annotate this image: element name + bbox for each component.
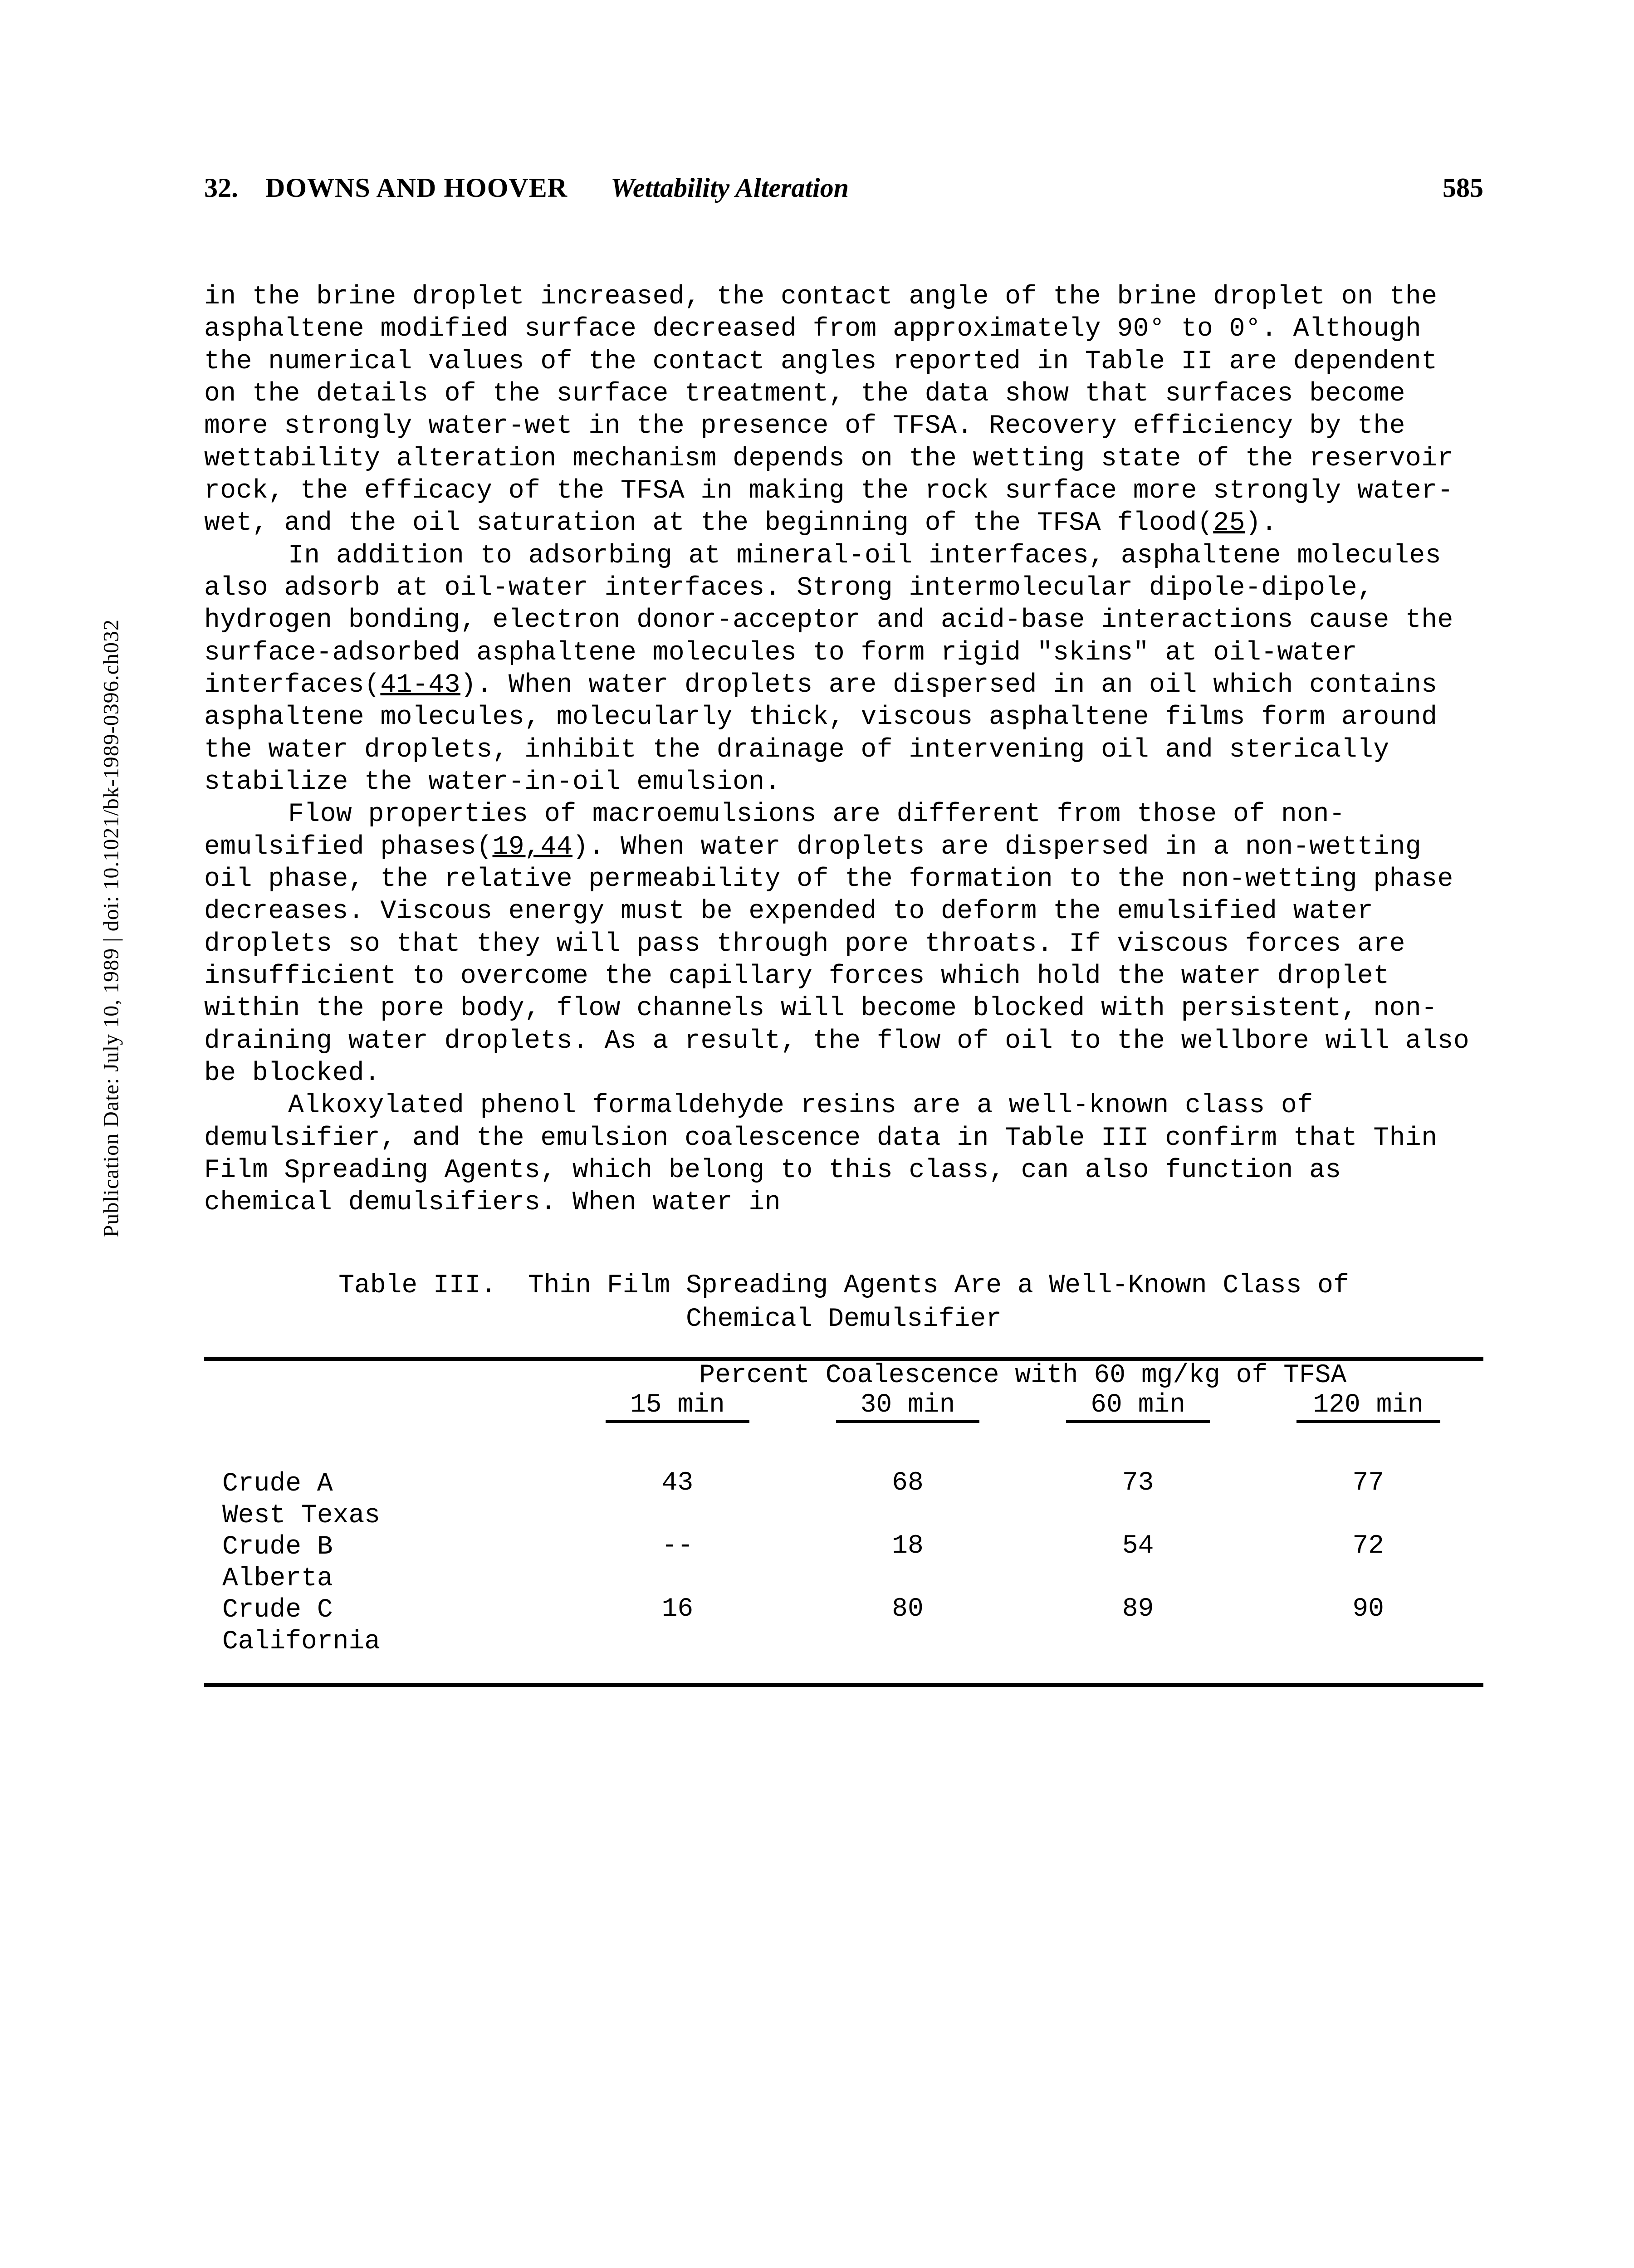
cell: 89 — [1023, 1594, 1253, 1682]
paragraph-2: In addition to adsorbing at mineral-oil … — [204, 540, 1483, 799]
p1-text: in the brine droplet increased, the cont… — [204, 282, 1453, 538]
table-time-header-row: 15 min 30 min 60 min 120 min — [204, 1390, 1483, 1423]
table-super-header-row: Percent Coalescence with 60 mg/kg of TFS… — [204, 1361, 1483, 1390]
cell: -- — [563, 1531, 793, 1594]
paragraph-1: in the brine droplet increased, the cont… — [204, 281, 1483, 540]
chapter-number: 32. — [204, 173, 238, 203]
cell: 68 — [793, 1468, 1023, 1531]
header-left: 32. DOWNS AND HOOVER Wettability Alterat… — [204, 172, 849, 204]
table-row: Crude BAlberta -- 18 54 72 — [204, 1531, 1483, 1594]
p3b-text: ). When water droplets are dispersed in … — [204, 832, 1469, 1088]
paragraph-3: Flow properties of macroemulsions are di… — [204, 798, 1483, 1090]
body-text: in the brine droplet increased, the cont… — [204, 281, 1483, 1219]
col-60min: 60 min — [1023, 1390, 1253, 1423]
cell: 73 — [1023, 1468, 1253, 1531]
cell: 18 — [793, 1531, 1023, 1594]
cell: 80 — [793, 1594, 1023, 1682]
col-30min: 30 min — [793, 1390, 1023, 1423]
table-row: Crude CCalifornia 16 80 89 90 — [204, 1594, 1483, 1682]
table-block: Table III. Thin Film Spreading Agents Ar… — [204, 1269, 1483, 1687]
page-number: 585 — [1443, 172, 1483, 204]
cell: 43 — [563, 1468, 793, 1531]
header-title: Wettability Alteration — [611, 173, 849, 203]
ref-41-43: 41-43 — [380, 670, 460, 700]
row-label-crude-b: Crude BAlberta — [204, 1531, 563, 1594]
publication-sidebar: Publication Date: July 10, 1989 | doi: 1… — [99, 619, 124, 1237]
header-authors: DOWNS AND HOOVER — [265, 173, 567, 203]
page-content: 32. DOWNS AND HOOVER Wettability Alterat… — [204, 172, 1483, 1687]
table-caption: Table III. Thin Film Spreading Agents Ar… — [268, 1269, 1419, 1336]
p1-end: ). — [1245, 508, 1277, 538]
cell: 72 — [1253, 1531, 1483, 1594]
cell: 90 — [1253, 1594, 1483, 1682]
table-super-header: Percent Coalescence with 60 mg/kg of TFS… — [563, 1361, 1483, 1390]
page-header: 32. DOWNS AND HOOVER Wettability Alterat… — [204, 172, 1483, 204]
cell: 16 — [563, 1594, 793, 1682]
cell: 54 — [1023, 1531, 1253, 1594]
ref-25: 25 — [1213, 508, 1245, 538]
table-caption-text: Thin Film Spreading Agents Are a Well-Kn… — [528, 1271, 1349, 1334]
row-label-crude-a: Crude AWest Texas — [204, 1468, 563, 1531]
col-15min: 15 min — [563, 1390, 793, 1423]
col-120min: 120 min — [1253, 1390, 1483, 1423]
row-label-crude-c: Crude CCalifornia — [204, 1594, 563, 1682]
ref-19-44: 19,44 — [493, 832, 573, 862]
table-bottom-rule — [204, 1683, 1483, 1687]
paragraph-4: Alkoxylated phenol formaldehyde resins a… — [204, 1090, 1483, 1219]
table-top-rule — [204, 1357, 1483, 1361]
table-caption-label: Table III. — [338, 1271, 496, 1300]
cell: 77 — [1253, 1468, 1483, 1531]
coalescence-table: Percent Coalescence with 60 mg/kg of TFS… — [204, 1361, 1483, 1683]
table-row: Crude AWest Texas 43 68 73 77 — [204, 1468, 1483, 1531]
